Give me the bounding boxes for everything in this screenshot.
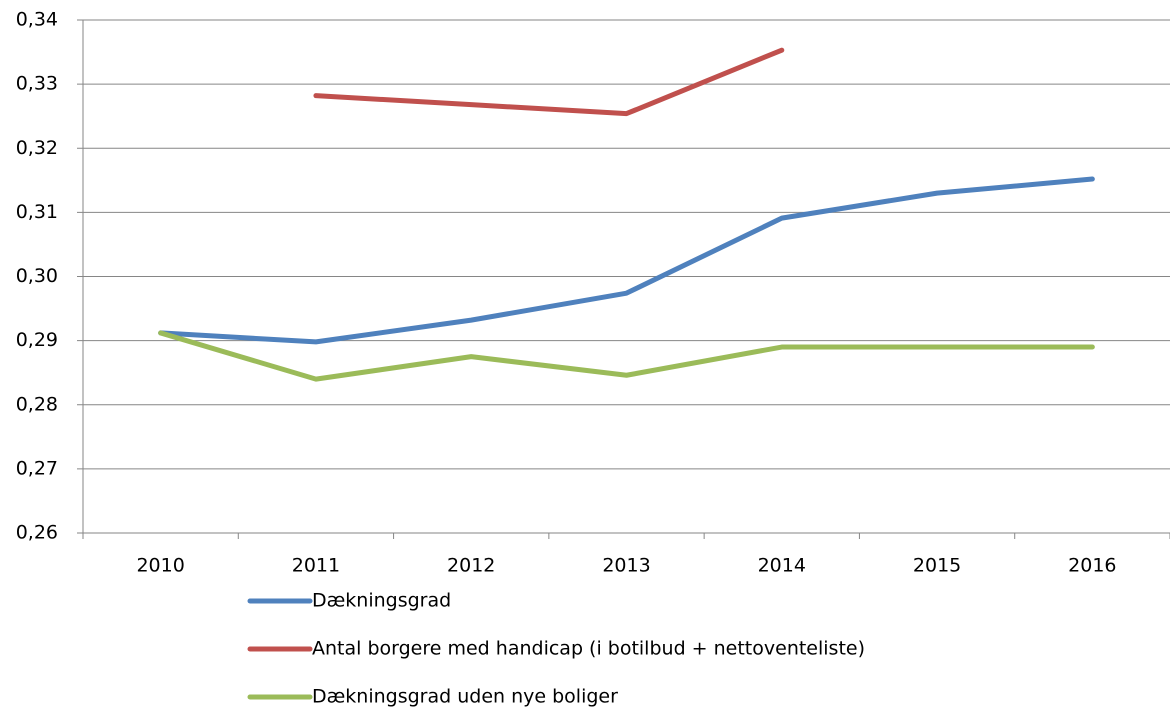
legend-label: Dækningsgrad	[312, 590, 451, 612]
legend-label: Dækningsgrad uden nye boliger	[312, 686, 618, 708]
y-tick-label: 0,33	[16, 73, 58, 95]
y-tick-label: 0,26	[16, 522, 58, 544]
y-tick-label: 0,30	[16, 265, 58, 287]
y-tick-label: 0,27	[16, 457, 58, 479]
legend-label: Antal borgere med handicap (i botilbud +…	[312, 638, 865, 660]
series-line	[313, 47, 785, 117]
x-tick-label: 2013	[602, 555, 650, 577]
x-tick-label: 2010	[136, 555, 184, 577]
series-line	[158, 176, 1095, 345]
x-tick-label: 2016	[1068, 555, 1116, 577]
y-tick-label: 0,31	[16, 201, 58, 223]
series-line	[158, 330, 1095, 382]
y-tick-label: 0,32	[16, 137, 58, 159]
x-tick-label: 2015	[913, 555, 961, 577]
y-tick-label: 0,29	[16, 329, 58, 351]
y-tick-label: 0,28	[16, 393, 58, 415]
y-tick-label: 0,34	[16, 9, 58, 31]
x-tick-label: 2012	[447, 555, 495, 577]
x-tick-label: 2011	[292, 555, 340, 577]
x-tick-label: 2014	[758, 555, 806, 577]
